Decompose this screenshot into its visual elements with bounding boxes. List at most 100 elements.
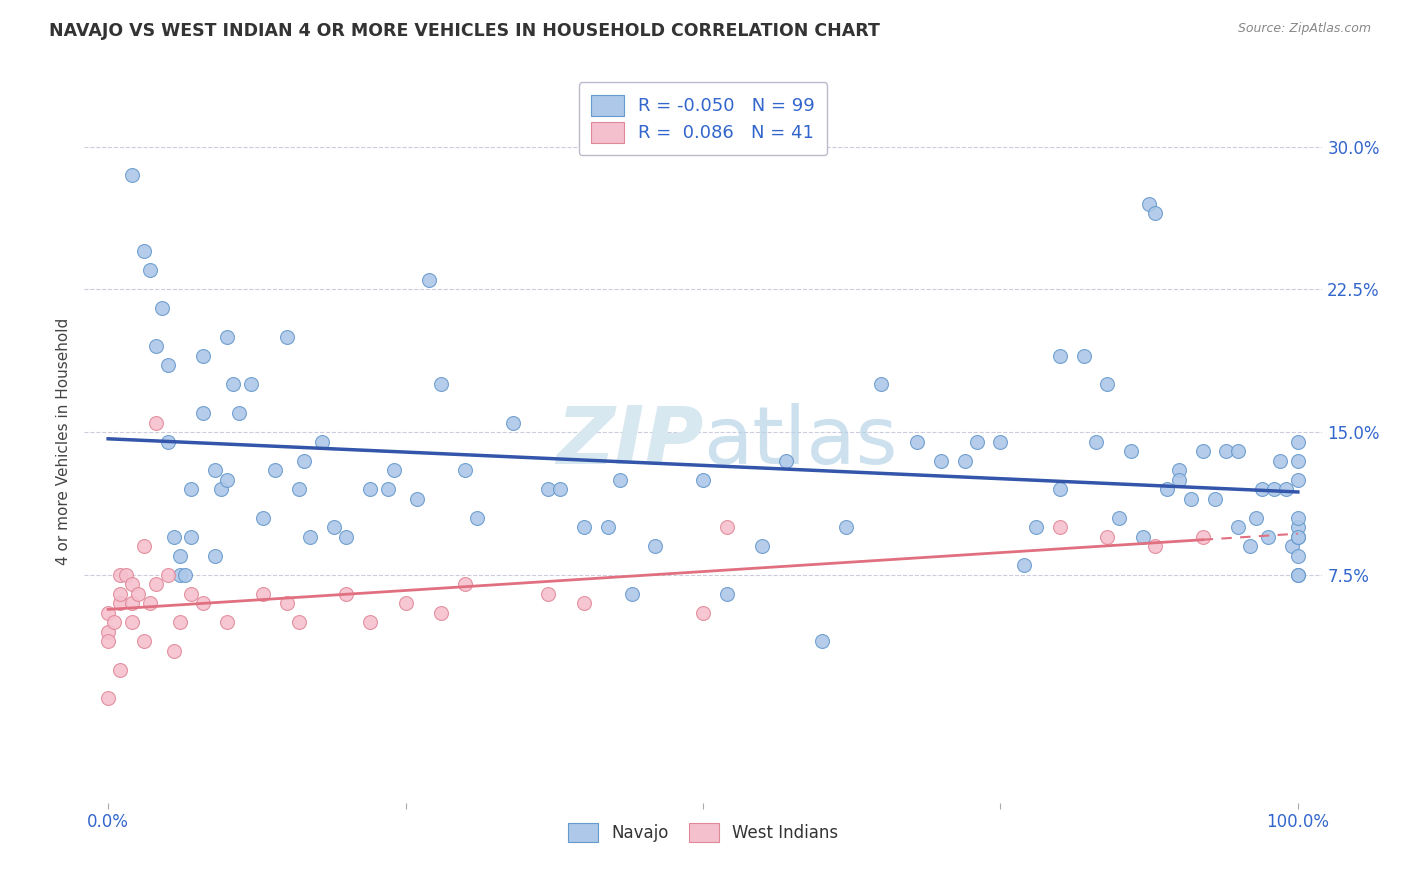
Point	[127, 587, 149, 601]
Point	[323, 520, 346, 534]
Point	[193, 406, 215, 420]
Point	[905, 434, 928, 449]
Point	[1049, 520, 1071, 534]
Point	[132, 244, 155, 259]
Point	[1191, 444, 1213, 458]
Text: Source: ZipAtlas.com: Source: ZipAtlas.com	[1237, 22, 1371, 36]
Point	[454, 577, 477, 591]
Point	[121, 596, 143, 610]
Point	[121, 169, 143, 183]
Point	[263, 463, 285, 477]
Point	[311, 434, 333, 449]
Point	[1286, 453, 1309, 467]
Point	[406, 491, 429, 506]
Text: atlas: atlas	[703, 402, 897, 481]
Point	[1167, 463, 1189, 477]
Point	[156, 434, 179, 449]
Point	[108, 567, 131, 582]
Point	[299, 530, 322, 544]
Point	[870, 377, 893, 392]
Point	[377, 482, 399, 496]
Point	[430, 377, 453, 392]
Point	[1167, 473, 1189, 487]
Point	[139, 596, 162, 610]
Point	[209, 482, 232, 496]
Point	[162, 530, 184, 544]
Point	[239, 377, 262, 392]
Point	[145, 577, 167, 591]
Point	[1144, 539, 1167, 553]
Point	[1251, 482, 1274, 496]
Legend: Navajo, West Indians: Navajo, West Indians	[561, 816, 845, 848]
Point	[929, 453, 952, 467]
Point	[1108, 510, 1130, 524]
Point	[609, 473, 631, 487]
Y-axis label: 4 or more Vehicles in Household: 4 or more Vehicles in Household	[56, 318, 72, 566]
Point	[276, 596, 298, 610]
Point	[1286, 434, 1309, 449]
Point	[169, 549, 191, 563]
Point	[287, 615, 309, 630]
Point	[1286, 549, 1309, 563]
Point	[252, 510, 274, 524]
Point	[1025, 520, 1047, 534]
Point	[1204, 491, 1226, 506]
Point	[1215, 444, 1237, 458]
Point	[217, 615, 239, 630]
Point	[1227, 444, 1250, 458]
Point	[1286, 520, 1309, 534]
Point	[966, 434, 988, 449]
Point	[1191, 530, 1213, 544]
Text: NAVAJO VS WEST INDIAN 4 OR MORE VEHICLES IN HOUSEHOLD CORRELATION CHART: NAVAJO VS WEST INDIAN 4 OR MORE VEHICLES…	[49, 22, 880, 40]
Point	[1239, 539, 1261, 553]
Point	[335, 587, 357, 601]
Point	[108, 663, 131, 677]
Point	[716, 587, 738, 601]
Point	[751, 539, 773, 553]
Point	[502, 416, 524, 430]
Point	[1286, 530, 1309, 544]
Point	[692, 473, 714, 487]
Point	[1137, 197, 1160, 211]
Point	[1097, 530, 1119, 544]
Point	[139, 263, 162, 277]
Point	[1281, 539, 1303, 553]
Point	[572, 520, 595, 534]
Point	[1257, 530, 1279, 544]
Point	[169, 567, 191, 582]
Point	[287, 482, 309, 496]
Point	[180, 530, 202, 544]
Point	[418, 273, 440, 287]
Point	[835, 520, 858, 534]
Point	[1286, 510, 1309, 524]
Point	[108, 587, 131, 601]
Point	[811, 634, 834, 648]
Point	[228, 406, 250, 420]
Point	[1275, 482, 1298, 496]
Point	[1144, 206, 1167, 220]
Point	[132, 539, 155, 553]
Point	[217, 473, 239, 487]
Point	[716, 520, 738, 534]
Point	[644, 539, 666, 553]
Point	[465, 510, 488, 524]
Point	[97, 606, 120, 620]
Point	[108, 596, 131, 610]
Point	[1286, 567, 1309, 582]
Point	[359, 615, 381, 630]
Point	[276, 330, 298, 344]
Point	[294, 453, 316, 467]
Point	[1012, 558, 1035, 573]
Point	[1097, 377, 1119, 392]
Point	[1286, 473, 1309, 487]
Point	[1084, 434, 1107, 449]
Point	[174, 567, 197, 582]
Point	[430, 606, 453, 620]
Point	[359, 482, 381, 496]
Point	[454, 463, 477, 477]
Point	[572, 596, 595, 610]
Point	[537, 482, 560, 496]
Text: ZIP: ZIP	[555, 402, 703, 481]
Point	[222, 377, 245, 392]
Point	[97, 634, 120, 648]
